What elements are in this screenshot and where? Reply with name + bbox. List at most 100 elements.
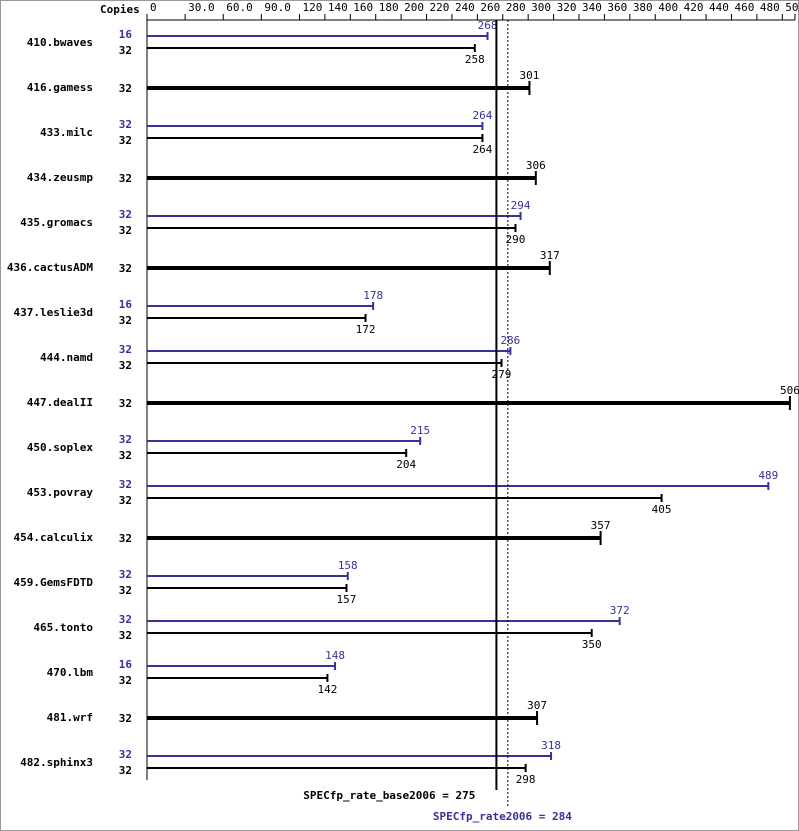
base-value-label: 157: [337, 593, 357, 606]
base-copies: 32: [119, 674, 132, 687]
x-tick-label: 240: [455, 1, 475, 14]
peak-copies: 32: [119, 118, 132, 131]
benchmark-label: 433.milc: [40, 126, 93, 139]
base-value-label: 301: [520, 69, 540, 82]
x-tick-label: 360: [607, 1, 627, 14]
x-tick-label: 460: [734, 1, 754, 14]
base-copies: 32: [119, 397, 132, 410]
base-value-label: 307: [527, 699, 547, 712]
x-tick-label: 280: [506, 1, 526, 14]
x-tick-label: 120: [302, 1, 322, 14]
peak-value-label: 489: [758, 469, 778, 482]
base-value-label: 204: [396, 458, 416, 471]
x-tick-label: 90.0: [264, 1, 291, 14]
peak-copies: 16: [119, 658, 133, 671]
base-value-label: 298: [516, 773, 536, 786]
base-value-label: 258: [465, 53, 485, 66]
x-tick-label: 440: [709, 1, 729, 14]
base-value-label: 350: [582, 638, 602, 651]
benchmark-label: 481.wrf: [47, 711, 93, 724]
base-value-label: 142: [317, 683, 337, 696]
benchmark-label: 434.zeusmp: [27, 171, 94, 184]
benchmark-label: 437.leslie3d: [14, 306, 93, 319]
base-copies: 32: [119, 629, 132, 642]
base-copies: 32: [119, 44, 132, 57]
x-tick-label: 140: [328, 1, 348, 14]
benchmark-label: 459.GemsFDTD: [14, 576, 94, 589]
x-tick-label: 30.0: [188, 1, 215, 14]
x-tick-label: 340: [582, 1, 602, 14]
benchmark-label: 410.bwaves: [27, 36, 93, 49]
peak-copies: 32: [119, 478, 132, 491]
base-copies: 32: [119, 764, 132, 777]
x-tick-label: 500: [785, 1, 799, 14]
peak-value-label: 148: [325, 649, 345, 662]
x-tick-label: 380: [633, 1, 653, 14]
peak-copies: 32: [119, 568, 132, 581]
x-tick-label: 420: [684, 1, 704, 14]
x-tick-label: 160: [353, 1, 373, 14]
base-copies: 32: [119, 224, 132, 237]
base-value-label: 317: [540, 249, 560, 262]
base-value-label: 506: [780, 384, 799, 397]
peak-copies: 32: [119, 748, 132, 761]
base-copies: 32: [119, 359, 132, 372]
peak-copies: 32: [119, 343, 132, 356]
peak-value-label: 268: [478, 19, 498, 32]
peak-value-label: 158: [338, 559, 358, 572]
benchmark-label: 470.lbm: [47, 666, 94, 679]
peak-value-label: 294: [511, 199, 531, 212]
base-value-label: 264: [472, 143, 492, 156]
base-copies: 32: [119, 532, 132, 545]
base-copies: 32: [119, 314, 132, 327]
benchmark-label: 450.soplex: [27, 441, 94, 454]
base-copies: 32: [119, 449, 132, 462]
peak-copies: 32: [119, 208, 132, 221]
peak-value-label: 372: [610, 604, 630, 617]
benchmark-label: 444.namd: [40, 351, 93, 364]
x-tick-label: 0: [150, 1, 157, 14]
x-tick-label: 260: [480, 1, 500, 14]
base-value-label: 357: [591, 519, 611, 532]
base-copies: 32: [119, 82, 132, 95]
x-tick-label: 220: [430, 1, 450, 14]
peak-copies: 16: [119, 298, 133, 311]
base-copies: 32: [119, 134, 132, 147]
peak-value-label: 215: [410, 424, 430, 437]
peak-value-label: 286: [500, 334, 520, 347]
x-tick-label: 400: [658, 1, 678, 14]
base-value-label: 172: [356, 323, 376, 336]
copies-header: Copies: [100, 3, 140, 16]
x-tick-label: 300: [531, 1, 551, 14]
benchmark-label: 453.povray: [27, 486, 94, 499]
base-value-label: 405: [652, 503, 672, 516]
peak-metric-label: SPECfp_rate2006 = 284: [433, 810, 572, 823]
peak-value-label: 318: [541, 739, 561, 752]
x-tick-label: 320: [557, 1, 577, 14]
benchmark-label: 454.calculix: [14, 531, 94, 544]
x-tick-label: 180: [379, 1, 399, 14]
x-tick-label: 200: [404, 1, 424, 14]
base-value-label: 306: [526, 159, 546, 172]
peak-value-label: 178: [363, 289, 383, 302]
x-tick-label: 480: [760, 1, 780, 14]
peak-value-label: 264: [472, 109, 492, 122]
benchmark-label: 435.gromacs: [20, 216, 93, 229]
base-copies: 32: [119, 262, 132, 275]
x-tick-label: 60.0: [226, 1, 253, 14]
base-metric-label: SPECfp_rate_base2006 = 275: [303, 789, 475, 802]
benchmark-label: 436.cactusADM: [7, 261, 93, 274]
peak-copies: 32: [119, 433, 132, 446]
base-copies: 32: [119, 712, 132, 725]
base-value-label: 290: [506, 233, 526, 246]
benchmark-label: 465.tonto: [33, 621, 93, 634]
base-value-label: 279: [492, 368, 512, 381]
base-copies: 32: [119, 584, 132, 597]
base-copies: 32: [119, 172, 132, 185]
base-copies: 32: [119, 494, 132, 507]
benchmark-label: 416.gamess: [27, 81, 93, 94]
peak-copies: 32: [119, 613, 132, 626]
benchmark-label: 482.sphinx3: [20, 756, 93, 769]
benchmark-label: 447.dealII: [27, 396, 93, 409]
